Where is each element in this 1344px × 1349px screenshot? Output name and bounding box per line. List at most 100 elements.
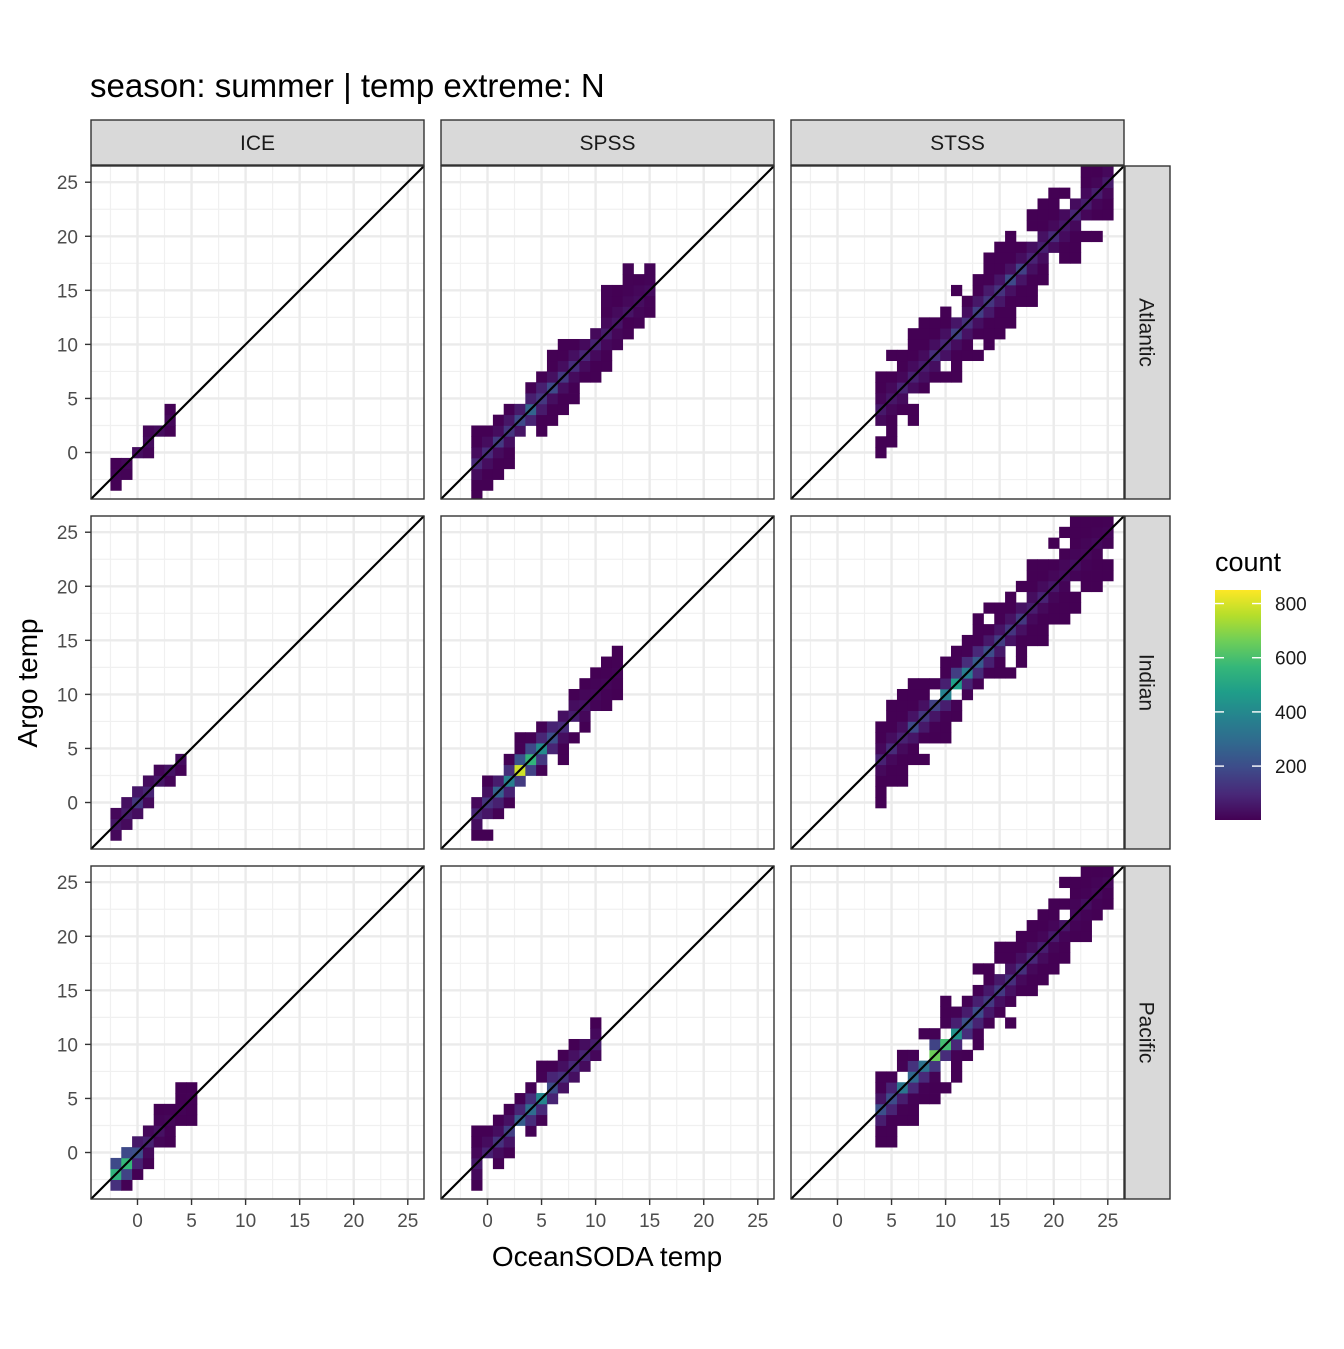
heatmap-tile: [503, 764, 515, 776]
y-tick-label: 5: [67, 739, 78, 760]
heatmap-tile: [1037, 974, 1049, 986]
heatmap-tile: [961, 1049, 974, 1062]
heatmap-tile: [1059, 209, 1071, 221]
heatmap-tile: [1005, 591, 1017, 603]
strip-row-atlantic: Atlantic: [1124, 165, 1171, 500]
heatmap-tile: [1015, 252, 1028, 264]
strip-background: [440, 119, 775, 166]
heatmap-tile: [601, 317, 613, 329]
heatmap-tile: [972, 963, 984, 975]
x-tick-label: 20: [343, 1211, 364, 1232]
y-tick-label: 20: [57, 927, 78, 948]
heatmap-tile: [1091, 559, 1103, 571]
heatmap-tile: [1005, 317, 1017, 329]
heatmap-tile: [951, 1071, 963, 1083]
heatmap-tile: [1091, 198, 1103, 210]
heatmap-tile: [1005, 230, 1017, 243]
heatmap-tile: [1059, 548, 1071, 560]
heatmap-tile: [557, 710, 569, 722]
heatmap-tile: [972, 295, 984, 307]
y-tick-label: 5: [67, 389, 78, 410]
x-tick-label: 0: [482, 1211, 493, 1232]
heatmap-tile: [546, 1093, 559, 1105]
panel-ice-atlantic: 0 5 10 15 20 25: [57, 165, 425, 500]
y-tick-label: 25: [57, 173, 78, 194]
heatmap-tile: [557, 1082, 569, 1094]
heatmap-tile: [132, 1168, 144, 1180]
heatmap-tile: [875, 436, 887, 448]
heatmap-tile: [546, 360, 559, 372]
heatmap-tile: [1091, 526, 1103, 539]
heatmap-tile: [142, 447, 155, 459]
heatmap-tile: [1080, 537, 1092, 549]
heatmap-tile: [546, 371, 559, 383]
heatmap-tile: [110, 807, 122, 820]
heatmap-tile: [875, 1071, 887, 1083]
heatmap-tile: [918, 699, 930, 712]
heatmap-tile: [1069, 887, 1082, 899]
heatmap-tile: [907, 1060, 919, 1072]
heatmap-tile: [482, 829, 494, 841]
heatmap-tile: [601, 284, 613, 297]
legend-tick-label: 600: [1275, 649, 1307, 670]
heatmap-tile: [961, 328, 974, 340]
heatmap-tile: [557, 732, 569, 744]
heatmap-tile: [110, 1179, 122, 1191]
heatmap-tile: [896, 1049, 909, 1062]
strip-row-pacific: Pacific: [1124, 865, 1171, 1200]
heatmap-tile: [121, 818, 133, 830]
legend-tick-label: 200: [1275, 757, 1307, 778]
heatmap-tile: [1037, 198, 1049, 210]
heatmap-tile: [579, 1060, 591, 1072]
heatmap-tile: [1015, 284, 1028, 297]
heatmap-tile: [886, 1071, 898, 1083]
heatmap-tile: [1026, 974, 1038, 986]
heatmap-tile: [940, 667, 952, 679]
heatmap-tile: [164, 1136, 176, 1148]
heatmap-tile: [557, 360, 569, 372]
heatmap-tile: [590, 1028, 602, 1040]
heatmap-tile: [875, 1125, 887, 1137]
heatmap-tile: [983, 984, 995, 997]
heatmap-tile: [951, 1049, 963, 1062]
heatmap-tile: [940, 328, 952, 340]
heatmap-tile: [1048, 613, 1060, 625]
heatmap-tile: [482, 425, 494, 437]
heatmap-tile: [1005, 306, 1017, 318]
y-tick-label: 10: [57, 1035, 78, 1056]
heatmap-tile: [983, 656, 995, 668]
heatmap-tile: [918, 732, 930, 744]
heatmap-tile: [918, 1071, 930, 1083]
heatmap-tile: [557, 382, 569, 394]
heatmap-tile: [1091, 209, 1103, 221]
heatmap-tile: [503, 1114, 515, 1126]
heatmap-tile: [1048, 570, 1060, 582]
heatmap-tile: [983, 284, 995, 297]
heatmap-tile: [471, 436, 483, 448]
heatmap-tile: [1005, 284, 1017, 297]
heatmap-tile: [1069, 898, 1082, 910]
heatmap-tile: [940, 1082, 952, 1094]
heatmap-tile: [471, 490, 483, 500]
heatmap-tile: [951, 371, 963, 383]
heatmap-tile: [471, 1168, 483, 1180]
heatmap-tile: [951, 699, 963, 712]
heatmap-tile: [929, 732, 941, 744]
strip-label: SPSS: [579, 132, 635, 155]
heatmap-tile: [1069, 252, 1082, 264]
y-tick-label: 10: [57, 685, 78, 706]
heatmap-tile: [972, 995, 984, 1007]
heatmap-tile: [1080, 876, 1092, 889]
heatmap-tile: [1026, 963, 1038, 975]
heatmap-tile: [132, 786, 144, 798]
heatmap-tile: [1015, 656, 1028, 668]
heatmap-tile: [514, 425, 526, 437]
heatmap-tile: [633, 317, 645, 329]
heatmap-tile: [164, 403, 176, 416]
heatmap-tile: [568, 371, 580, 383]
heatmap-tile: [896, 710, 909, 722]
heatmap-tile: [1005, 941, 1017, 953]
heatmap-tile: [875, 1114, 887, 1126]
heatmap-tile: [1026, 263, 1038, 275]
heatmap-tile: [1080, 176, 1092, 189]
